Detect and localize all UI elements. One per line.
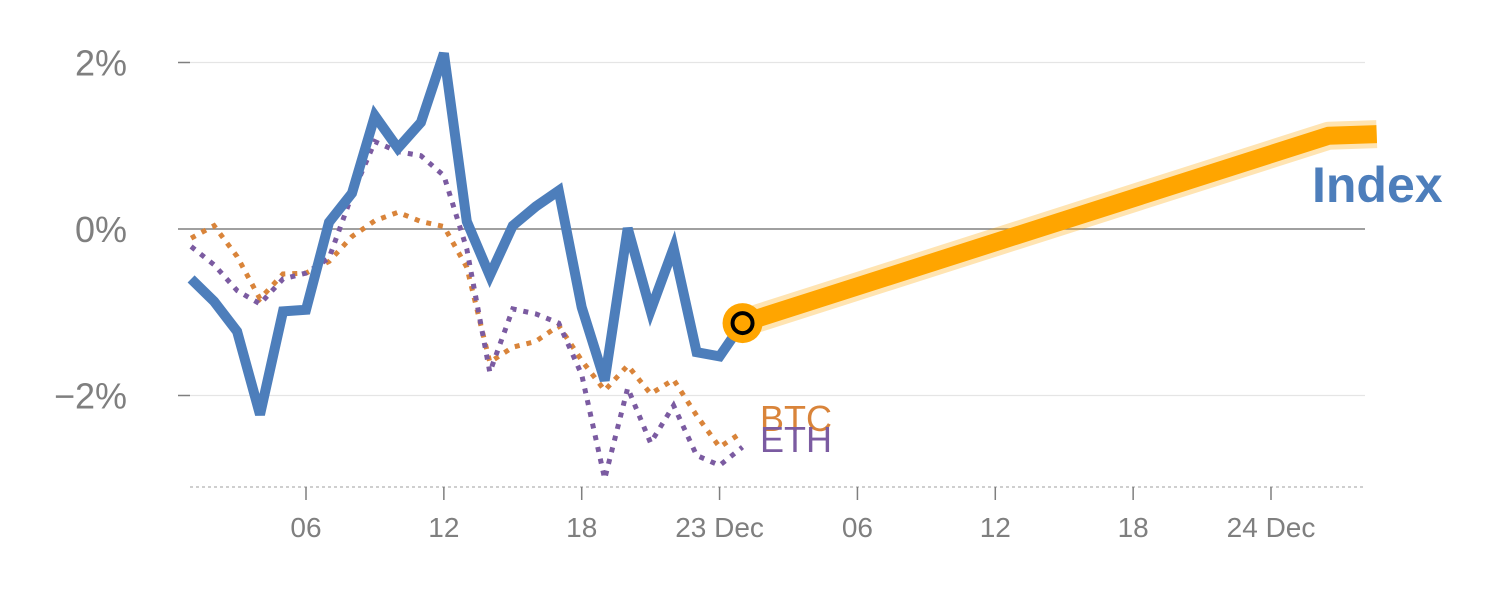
x-tick-label: 12 bbox=[428, 512, 459, 543]
x-tick-label: 18 bbox=[566, 512, 597, 543]
series-lines bbox=[187, 51, 1378, 480]
eth-line bbox=[189, 138, 745, 480]
gridlines bbox=[190, 61, 1365, 397]
eth-series-label: ETH bbox=[760, 419, 832, 460]
marker-halo bbox=[722, 303, 763, 344]
index-series-label: Index bbox=[1312, 157, 1443, 213]
btc-line bbox=[189, 209, 744, 451]
btc-series-label: BTC bbox=[760, 398, 832, 439]
x-tick-label: 06 bbox=[290, 512, 321, 543]
current-point-marker bbox=[722, 303, 763, 344]
y-tick-label: 0% bbox=[75, 209, 127, 250]
x-tick-label: 12 bbox=[980, 512, 1011, 543]
x-tick-label: 06 bbox=[842, 512, 873, 543]
axes: 2% 0% −2% 06 12 18 23 Dec 06 12 18 24 Dec bbox=[54, 43, 1365, 543]
x-tick-label: 24 Dec bbox=[1227, 512, 1316, 543]
x-tick-label: 23 Dec bbox=[675, 512, 764, 543]
series-end-labels: BTC ETH Index bbox=[760, 157, 1443, 460]
y-tick-label: −2% bbox=[54, 376, 127, 417]
index-line bbox=[187, 51, 747, 416]
marker-ring bbox=[730, 311, 755, 336]
y-tick-label: 2% bbox=[75, 43, 127, 84]
x-tick-label: 18 bbox=[1118, 512, 1149, 543]
forecast-line bbox=[739, 125, 1378, 332]
